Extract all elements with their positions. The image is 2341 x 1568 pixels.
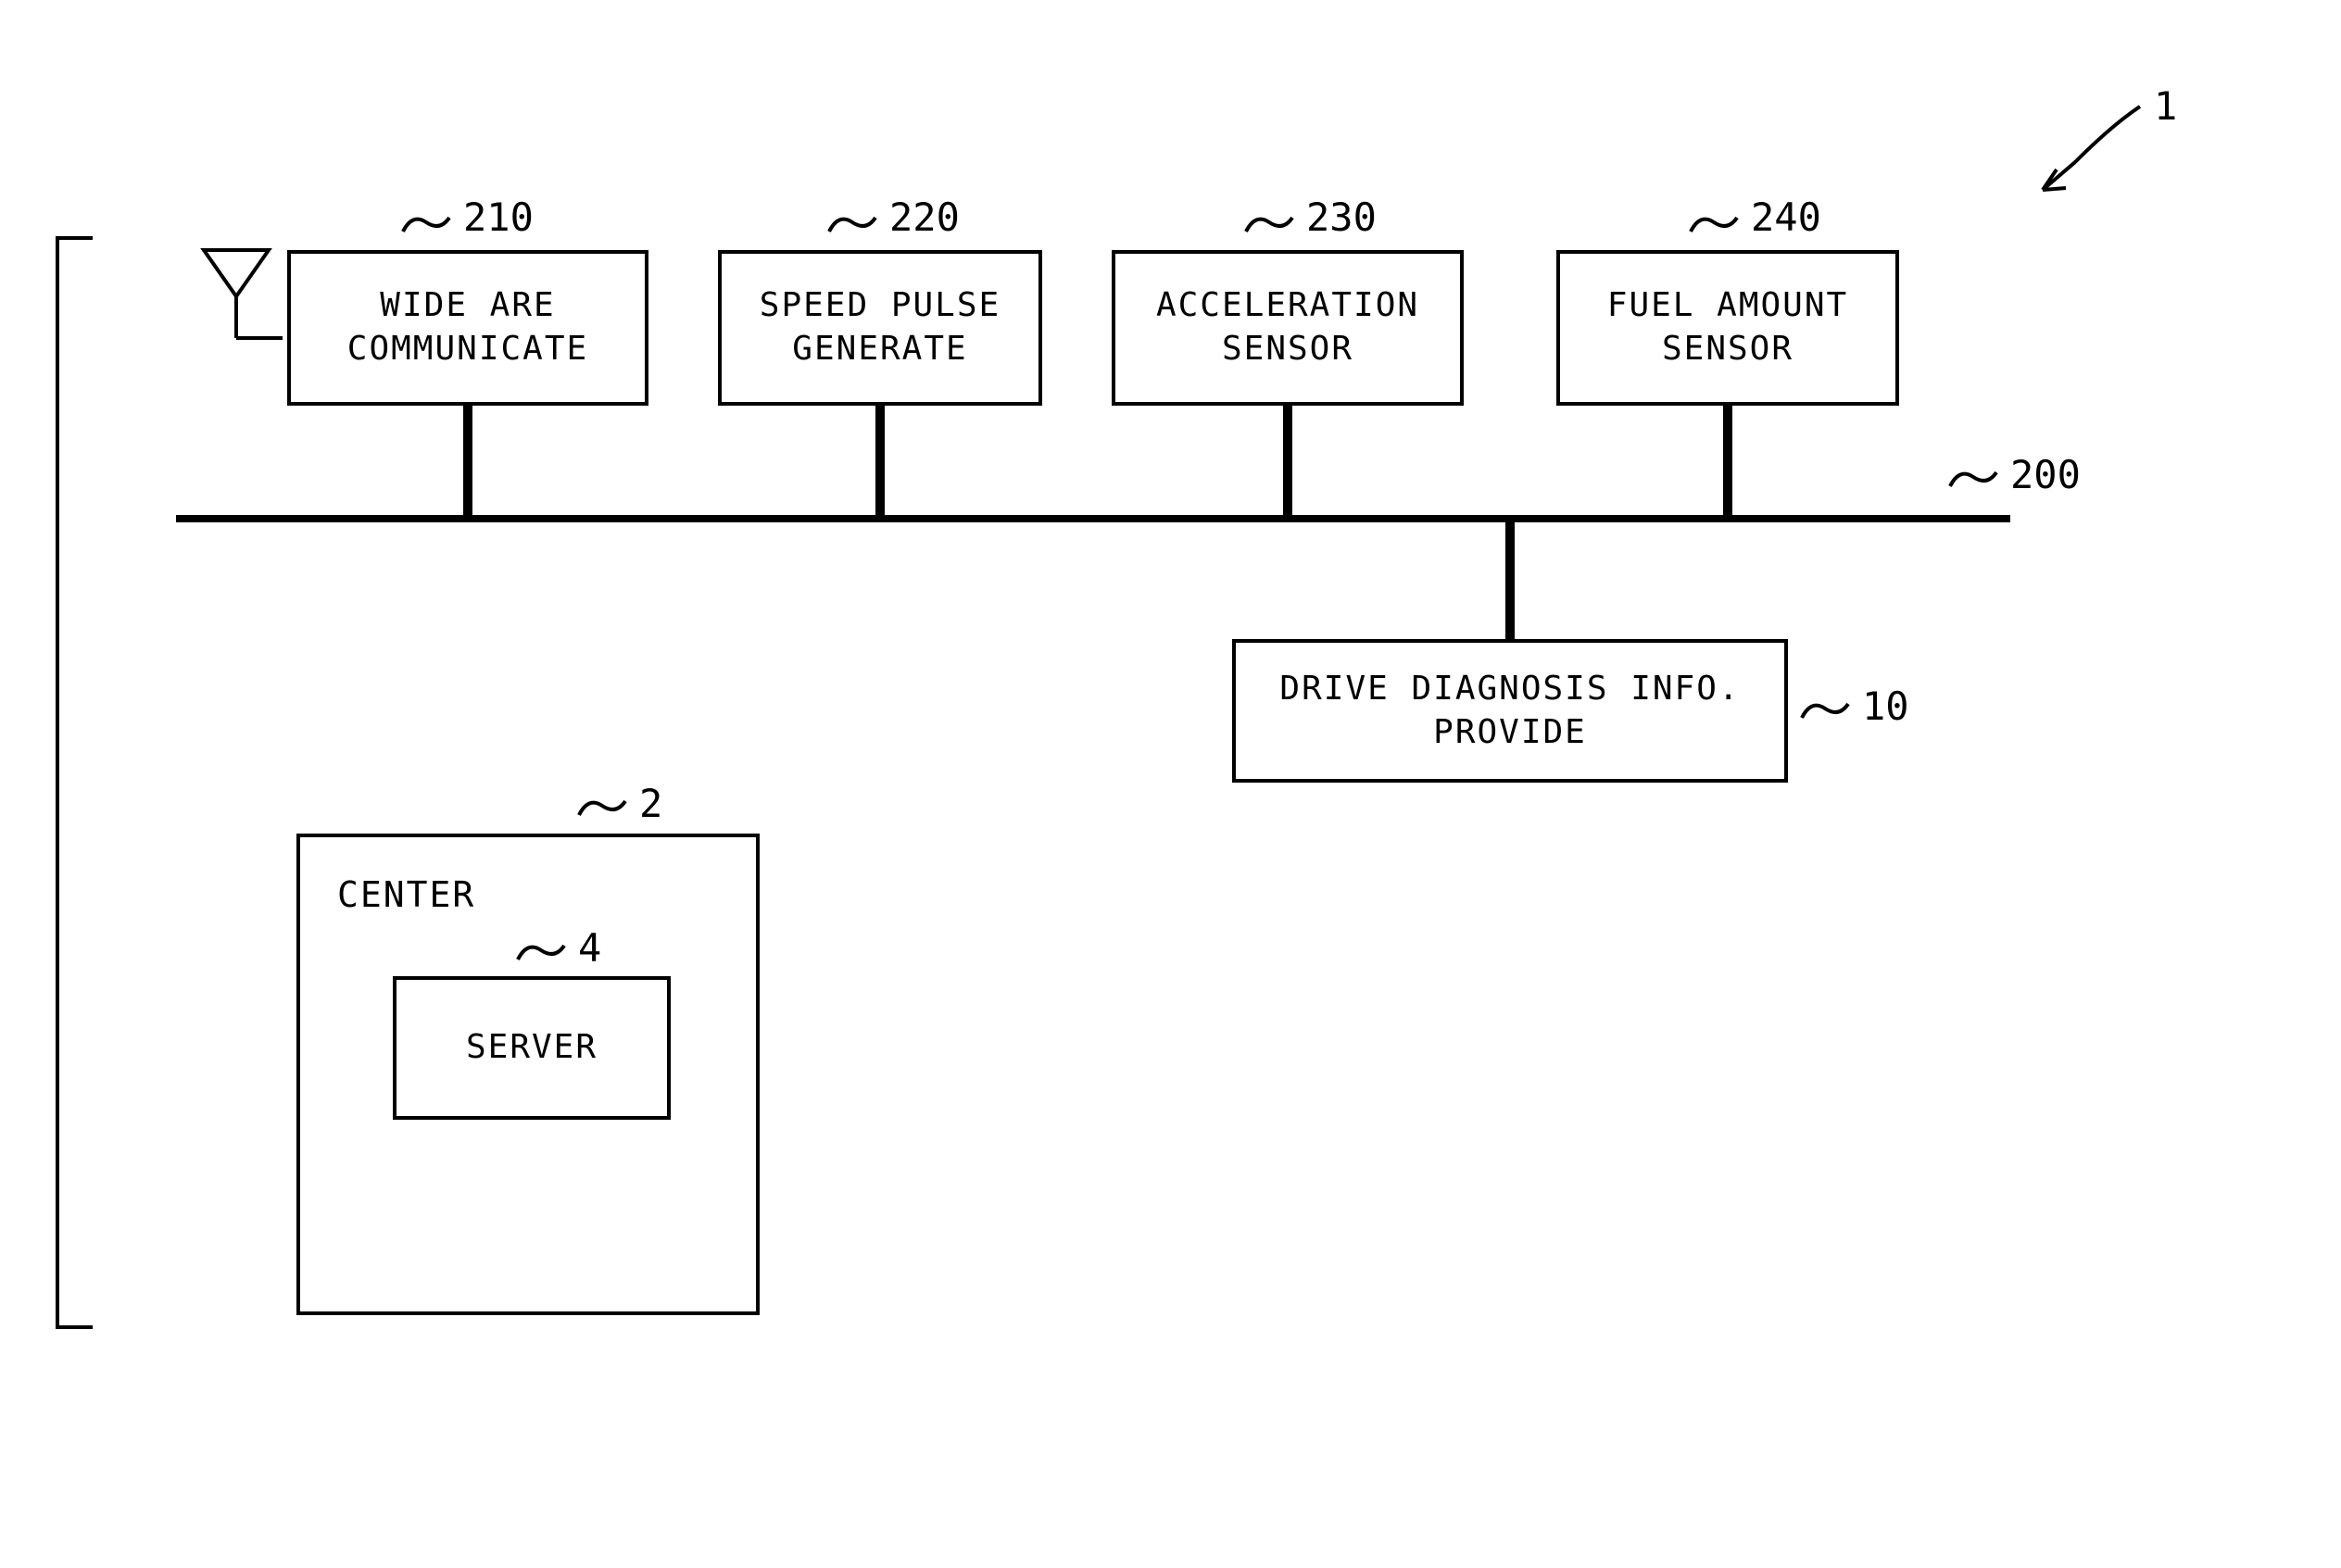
center-box: CENTER SERVER 4	[296, 834, 760, 1315]
connector-230	[1283, 406, 1292, 519]
ref-200: 200	[2010, 452, 2081, 497]
connector-210	[463, 406, 472, 519]
ref-240: 240	[1751, 194, 1821, 240]
ref-220: 220	[889, 194, 960, 240]
connector-240	[1723, 406, 1732, 519]
squiggle-230	[1241, 208, 1297, 236]
block10-text: DRIVE DIAGNOSIS INFO. PROVIDE	[1279, 668, 1740, 755]
ref-10: 10	[1862, 684, 1909, 729]
server-text: SERVER	[466, 1026, 598, 1070]
block220-text: SPEED PULSE GENERATE	[760, 284, 1001, 371]
squiggle-220	[824, 208, 880, 236]
connector-220	[875, 406, 885, 519]
block-drive-diagnosis: DRIVE DIAGNOSIS INFO. PROVIDE	[1232, 639, 1788, 783]
squiggle-210	[398, 208, 454, 236]
block-fuel-amount-sensor: FUEL AMOUNT SENSOR	[1556, 250, 1899, 406]
ref-230: 230	[1306, 194, 1377, 240]
connector-10	[1505, 519, 1515, 639]
ref-2: 2	[639, 781, 662, 826]
ref-system: 1	[2154, 83, 2177, 129]
antenna-icon	[190, 241, 283, 343]
block-speed-pulse-generate: SPEED PULSE GENERATE	[718, 250, 1042, 406]
center-label: CENTER	[337, 874, 475, 915]
block230-text: ACCELERATION SENSOR	[1156, 284, 1419, 371]
block-acceleration-sensor: ACCELERATION SENSOR	[1112, 250, 1464, 406]
bracket-left	[56, 236, 93, 1329]
system-ref-arrow	[2020, 97, 2149, 199]
ref-4: 4	[578, 925, 601, 971]
squiggle-240	[1686, 208, 1742, 236]
squiggle-4	[513, 936, 569, 964]
squiggle-2	[574, 792, 630, 820]
ref-210: 210	[463, 194, 534, 240]
squiggle-10	[1797, 695, 1853, 722]
block240-text: FUEL AMOUNT SENSOR	[1607, 284, 1848, 371]
server-box: SERVER	[393, 976, 671, 1120]
block210-text: WIDE ARE COMMUNICATE	[347, 284, 588, 371]
squiggle-200	[1945, 463, 2001, 491]
block-wide-area-communicate: WIDE ARE COMMUNICATE	[287, 250, 648, 406]
bus-line	[176, 515, 2010, 522]
diagram-container: 1 WIDE ARE COMMUNICATE 210 SPEED PULSE G…	[0, 0, 2341, 1568]
